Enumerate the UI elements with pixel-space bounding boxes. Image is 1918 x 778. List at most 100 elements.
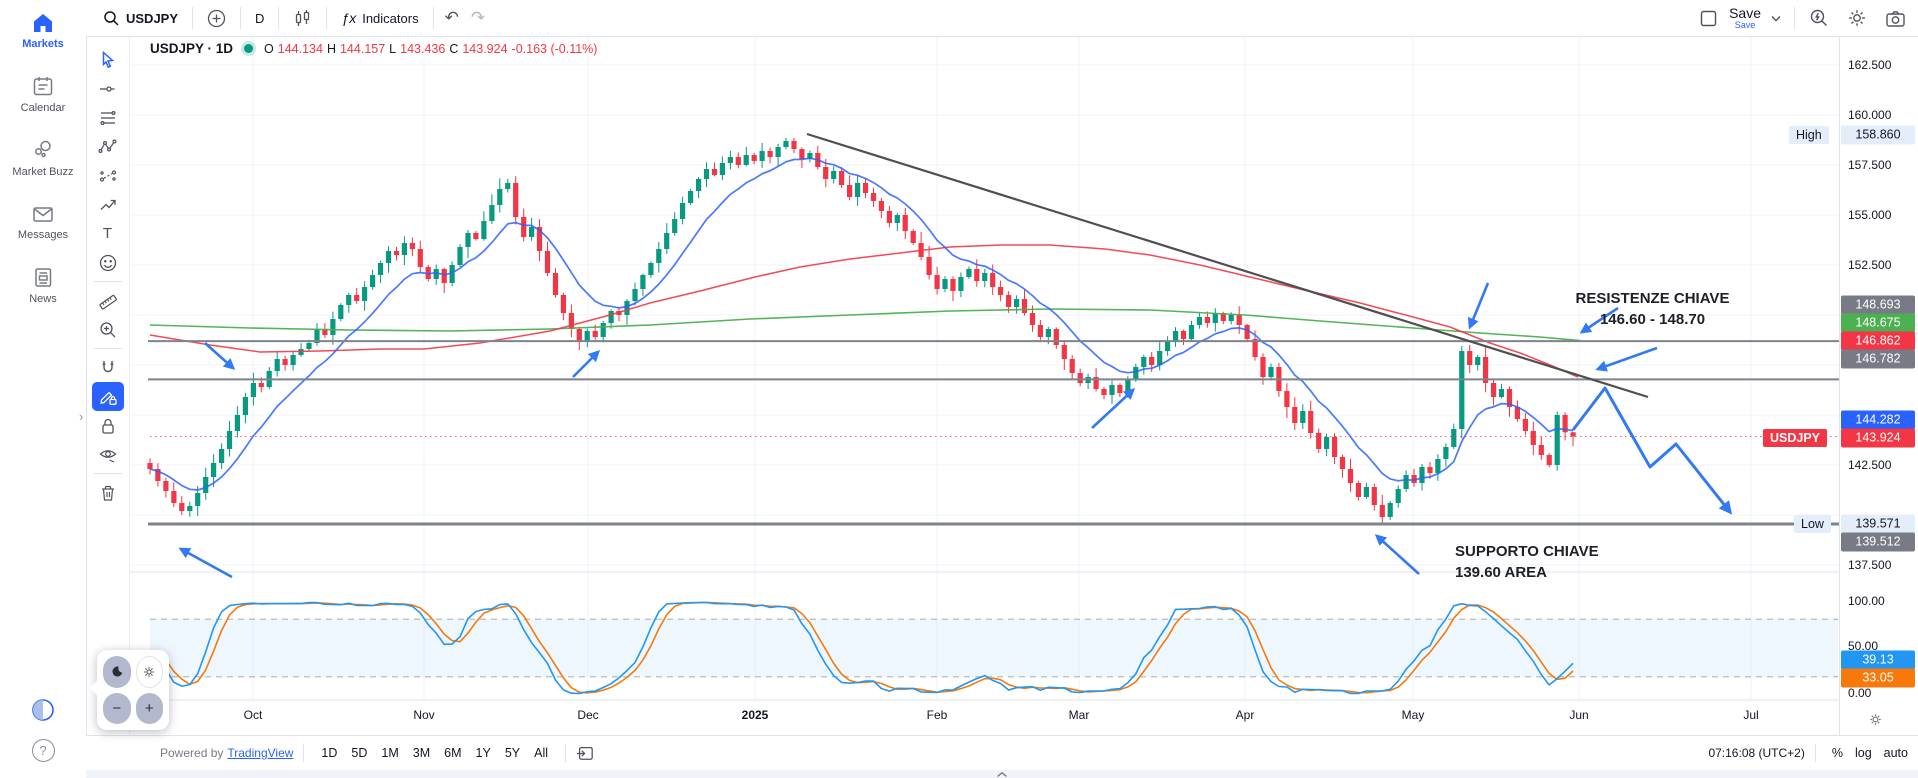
theme-settings-button[interactable] — [135, 656, 163, 688]
sidebar-item-markets[interactable]: Markets — [0, 0, 86, 62]
resistance-annotation[interactable]: RESISTENZE CHIAVE 146.60 - 148.70 — [1545, 288, 1760, 330]
news-icon — [31, 265, 55, 289]
tool-text[interactable]: T — [92, 219, 124, 248]
tool-stay-in-drawing-mode[interactable] — [91, 382, 124, 411]
auto-scale-toggle[interactable]: auto — [1883, 746, 1908, 760]
ohlc-close-value: 143.924 — [462, 41, 508, 56]
low-price-badge: 139.571 — [1841, 514, 1915, 534]
symbol-search-button[interactable]: USDJPY — [96, 6, 185, 31]
range-1d-button[interactable]: 1D — [321, 746, 338, 760]
sidebar-collapse-chevron[interactable]: › — [79, 409, 84, 424]
clock-timezone[interactable]: 07:16:08 (UTC+2) — [1708, 746, 1805, 760]
range-1m-button[interactable]: 1M — [381, 746, 399, 760]
tool-hide-all-drawings[interactable] — [92, 440, 124, 469]
toolbar-divider — [1814, 744, 1816, 762]
toolbar-divider — [93, 473, 122, 474]
go-to-date-icon[interactable] — [576, 744, 594, 762]
eye-icon — [98, 445, 118, 465]
gear-icon — [142, 665, 156, 679]
tool-fib-retracement[interactable] — [92, 103, 124, 132]
ohlc-close-label: C — [449, 41, 459, 56]
time-axis-label[interactable]: Feb — [926, 708, 948, 722]
chart-type-button[interactable] — [286, 5, 319, 32]
price-scale[interactable] — [1839, 37, 1918, 735]
time-axis-label[interactable]: Oct — [243, 708, 263, 722]
time-axis-label[interactable]: Jul — [1743, 708, 1759, 722]
range-5y-button[interactable]: 5Y — [504, 746, 521, 760]
indicators-label: Indicators — [362, 10, 419, 26]
support-annotation[interactable]: SUPPORTO CHIAVE 139.60 AREA — [1455, 541, 1599, 583]
sidebar-item-messages[interactable]: Messages — [0, 191, 86, 253]
ohlc-high-value: 144.157 — [339, 41, 386, 56]
settings-button[interactable] — [1840, 4, 1874, 32]
ohlc-open-value: 144.134 — [277, 41, 323, 56]
range-all-button[interactable]: All — [534, 746, 549, 760]
save-button[interactable]: Save Save — [1729, 6, 1761, 30]
save-label: Save — [1729, 5, 1761, 21]
tool-magnet[interactable] — [92, 353, 124, 382]
tradingview-link[interactable]: TradingView — [227, 746, 294, 760]
time-axis-label[interactable]: Nov — [413, 708, 435, 722]
time-axis-label[interactable]: 2025 — [741, 708, 769, 722]
legend-ohlc: O 144.134 H 144.157 L 143.436 C 143.924 -0.1… — [264, 42, 597, 56]
time-axis-label[interactable]: Apr — [1235, 708, 1255, 722]
tool-emoji[interactable] — [92, 248, 124, 277]
zoom-in-button[interactable]: + — [135, 692, 163, 724]
tool-pattern[interactable] — [92, 132, 124, 161]
magnet-icon — [98, 358, 118, 378]
undo-button[interactable]: ↶ — [444, 8, 459, 27]
stoch-tick: 100.00 — [1848, 594, 1885, 608]
range-5d-button[interactable]: 5D — [351, 746, 368, 760]
collapsed-pane-strip[interactable] — [86, 770, 1918, 778]
zoom-out-button[interactable]: − — [103, 692, 131, 724]
layout-button[interactable] — [1692, 5, 1725, 32]
toolbar-divider — [1794, 7, 1795, 29]
sidebar-item-label: Market Buzz — [12, 166, 74, 179]
lock-icon — [98, 416, 118, 436]
high-price-badge: 158.860 — [1841, 125, 1915, 145]
quick-search-button[interactable] — [1802, 4, 1836, 32]
theme-contrast-icon[interactable] — [30, 697, 56, 723]
tool-measure[interactable] — [92, 286, 124, 315]
dark-mode-button[interactable] — [103, 656, 131, 688]
redo-button[interactable]: ↷ — [470, 8, 486, 27]
layout-square-icon — [1699, 9, 1718, 28]
tool-lock-all-drawings[interactable] — [92, 411, 124, 440]
time-axis-label[interactable]: Dec — [577, 708, 599, 722]
search-bolt-icon — [1809, 8, 1829, 28]
chart-legend[interactable]: USDJPY · 1D O 144.134 H 144.157 L 143.436 C… — [150, 41, 597, 56]
theme-popup: − + — [97, 650, 169, 730]
tool-zoom-in[interactable] — [92, 315, 124, 344]
tool-projection[interactable] — [92, 161, 124, 190]
indicators-button[interactable]: ƒx Indicators — [334, 6, 425, 30]
range-1y-button[interactable]: 1Y — [475, 746, 491, 760]
time-axis-label[interactable]: Mar — [1068, 708, 1090, 722]
range-3m-button[interactable]: 3M — [412, 746, 431, 760]
moon-icon — [110, 665, 124, 679]
time-axis-label[interactable]: Jun — [1569, 708, 1589, 722]
tool-arrow-marker[interactable] — [92, 190, 124, 219]
percent-scale-toggle[interactable]: % — [1831, 746, 1843, 760]
top-toolbar: USDJPY D ƒx Indicators ↶ ↷ Save Save — [86, 0, 1918, 37]
interval-button[interactable]: D — [248, 7, 271, 30]
tool-trend-line[interactable] — [92, 74, 124, 103]
tool-cursor[interactable] — [92, 45, 124, 74]
help-icon[interactable]: ? — [31, 739, 55, 762]
screenshot-button[interactable] — [1878, 5, 1908, 32]
range-6m-button[interactable]: 6M — [444, 746, 462, 760]
price-scale-gear-icon[interactable] — [1868, 712, 1883, 727]
log-scale-toggle[interactable]: log — [1854, 746, 1872, 760]
support-annotation-line2: 139.60 AREA — [1455, 564, 1547, 581]
tool-remove-drawings[interactable] — [92, 478, 124, 507]
price-tick: 160.000 — [1848, 108, 1892, 122]
save-menu-chevron-icon[interactable] — [1765, 15, 1787, 22]
sidebar-item-news[interactable]: News — [0, 253, 86, 317]
time-axis-label[interactable]: May — [1401, 708, 1425, 722]
sidebar-item-calendar[interactable]: Calendar — [0, 62, 86, 126]
compare-add-symbol-button[interactable] — [200, 5, 233, 32]
sidebar-item-market-buzz[interactable]: Market Buzz — [0, 126, 86, 190]
sidebar-item-label: Messages — [17, 228, 69, 241]
ma-green-badge: 148.675 — [1841, 313, 1915, 333]
trash-icon — [98, 483, 118, 503]
